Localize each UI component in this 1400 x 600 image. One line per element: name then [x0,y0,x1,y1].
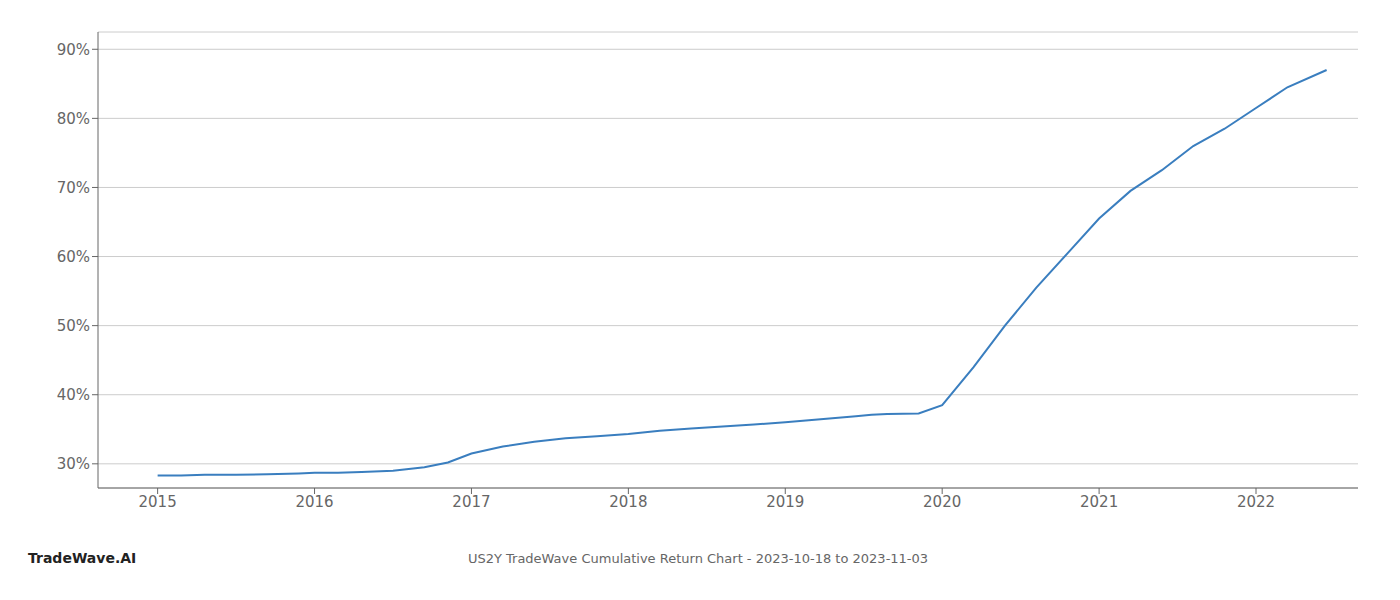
svg-text:50%: 50% [57,317,90,335]
svg-text:30%: 30% [57,455,90,473]
svg-text:2019: 2019 [766,493,804,511]
svg-text:2020: 2020 [923,493,961,511]
svg-text:2017: 2017 [452,493,490,511]
svg-text:70%: 70% [57,179,90,197]
svg-text:80%: 80% [57,110,90,128]
svg-text:2016: 2016 [295,493,333,511]
svg-text:2022: 2022 [1237,493,1275,511]
svg-text:40%: 40% [57,386,90,404]
html-text:TradeWave.AI: TradeWave.AI [28,550,137,566]
svg-text:2021: 2021 [1080,493,1118,511]
svg-text:60%: 60% [57,248,90,266]
svg-text:2018: 2018 [609,493,647,511]
html-text:US2Y TradeWave Cumulative Retu: US2Y TradeWave Cumulative Return Chart -… [467,550,929,566]
svg-text:90%: 90% [57,41,90,59]
svg-text:2015: 2015 [139,493,177,511]
